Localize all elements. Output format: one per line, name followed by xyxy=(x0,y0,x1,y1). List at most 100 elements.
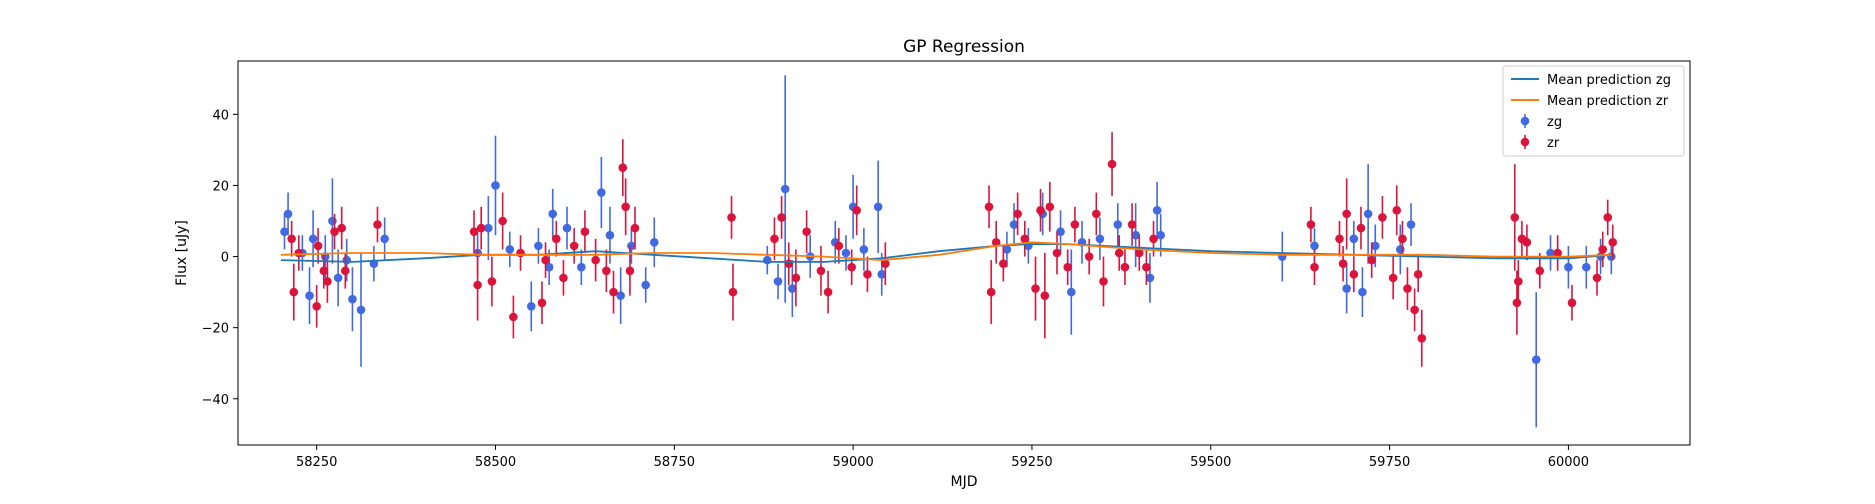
x-tick-label: 58750 xyxy=(654,455,695,470)
x-tick-label: 59250 xyxy=(1011,455,1052,470)
data-point-zg xyxy=(484,223,493,233)
data-point-zr xyxy=(727,213,736,222)
legend-swatch-marker xyxy=(1520,116,1530,126)
data-point-zr xyxy=(1392,206,1402,215)
data-point-zr xyxy=(1417,334,1427,343)
data-point-zr xyxy=(1040,291,1050,300)
data-point-zr xyxy=(823,287,833,297)
data-point-zr xyxy=(1514,277,1523,286)
data-point-zr xyxy=(625,266,635,276)
data-point-zr xyxy=(313,241,323,251)
data-point-zg xyxy=(649,238,659,247)
x-tick-label: 58500 xyxy=(475,455,516,470)
data-point-zr xyxy=(728,287,738,297)
data-point-zr xyxy=(1031,284,1040,293)
data-point-zg xyxy=(859,245,869,254)
data-point-zr xyxy=(1036,206,1045,215)
data-point-zr xyxy=(1522,238,1532,247)
data-point-zr xyxy=(847,262,857,272)
y-tick-label: 0 xyxy=(221,251,229,266)
data-point-zr xyxy=(1535,266,1545,276)
data-point-zr xyxy=(609,287,618,297)
data-point-zr xyxy=(1608,238,1618,247)
legend-label: Mean prediction zr xyxy=(1547,94,1669,109)
data-point-zg xyxy=(308,234,318,244)
y-axis: −40 −20 0 20 40 xyxy=(202,108,238,408)
y-axis-label: Flux [uJy] xyxy=(174,220,190,286)
data-point-zg xyxy=(577,262,586,272)
data-point-zg xyxy=(1113,220,1123,229)
data-point-zg xyxy=(1396,245,1405,254)
data-point-zg xyxy=(1310,241,1319,251)
data-point-zr xyxy=(621,202,630,212)
data-point-zg xyxy=(283,209,293,219)
legend-swatch-marker xyxy=(1520,137,1530,147)
data-point-zr xyxy=(1349,270,1359,279)
data-point-zr xyxy=(1398,234,1407,244)
x-tick-label: 59500 xyxy=(1190,455,1231,470)
data-point-zr xyxy=(473,280,482,290)
data-point-zr xyxy=(834,241,844,251)
data-point-zr xyxy=(1070,220,1080,229)
data-point-zr xyxy=(1567,298,1577,308)
data-point-zr xyxy=(816,266,826,276)
data-point-zr xyxy=(1553,248,1562,258)
data-point-zg xyxy=(1056,227,1065,236)
series-zr xyxy=(287,132,1618,367)
data-point-zg xyxy=(305,291,314,300)
data-point-zr xyxy=(516,248,525,258)
data-point-zr xyxy=(802,227,811,236)
data-point-zr xyxy=(1413,270,1423,279)
data-point-zr xyxy=(569,241,579,251)
data-point-zg xyxy=(1349,234,1359,244)
data-point-zr xyxy=(1403,284,1412,293)
data-point-zr xyxy=(784,259,794,268)
x-axis: 58250 58500 58750 59000 59250 59500 59750 60000 xyxy=(296,445,1589,470)
data-point-zr xyxy=(1410,305,1419,315)
data-point-zr xyxy=(1338,259,1348,268)
data-point-zr xyxy=(337,223,347,233)
plot-frame xyxy=(237,60,1691,446)
data-point-zg xyxy=(1009,220,1019,229)
data-point-zg xyxy=(1358,287,1367,297)
data-point-zg xyxy=(605,230,615,240)
data-point-zg xyxy=(1002,245,1012,254)
data-point-zr xyxy=(580,227,590,236)
data-point-zr xyxy=(1335,234,1344,244)
data-point-zg xyxy=(1342,284,1351,293)
data-point-zg xyxy=(505,245,515,254)
chart-title: GP Regression xyxy=(903,37,1025,57)
data-point-zr xyxy=(1084,252,1094,261)
data-point-zr xyxy=(791,273,801,283)
x-tick-label: 60000 xyxy=(1548,455,1589,470)
data-point-zr xyxy=(881,259,890,268)
x-tick-label: 59000 xyxy=(832,455,873,470)
mean-prediction-line-zr xyxy=(280,241,1612,262)
data-point-zr xyxy=(1378,213,1387,222)
y-tick-label: −20 xyxy=(202,322,229,337)
data-point-zg xyxy=(1406,220,1416,229)
data-point-zr xyxy=(330,227,339,236)
data-point-zr xyxy=(323,277,332,286)
data-point-zg xyxy=(1145,273,1155,283)
data-point-zg xyxy=(1607,252,1616,261)
data-point-zg xyxy=(534,241,543,251)
data-point-zr xyxy=(630,223,640,233)
data-point-zr xyxy=(289,287,299,297)
legend-label: zr xyxy=(1547,136,1560,151)
data-point-zr xyxy=(498,216,507,226)
y-tick-label: −40 xyxy=(202,393,229,408)
data-point-zr xyxy=(1045,202,1055,212)
data-point-zr xyxy=(294,248,304,258)
data-point-zr xyxy=(863,270,872,279)
data-point-zg xyxy=(616,291,625,300)
data-point-zr xyxy=(1142,262,1151,272)
data-point-zr xyxy=(551,234,561,244)
data-point-zr xyxy=(991,238,1001,247)
data-point-zg xyxy=(1531,355,1541,364)
data-point-zr xyxy=(1310,262,1319,272)
data-point-zr xyxy=(1127,220,1137,229)
data-point-zg xyxy=(1363,209,1373,219)
data-point-zr xyxy=(1598,245,1608,254)
